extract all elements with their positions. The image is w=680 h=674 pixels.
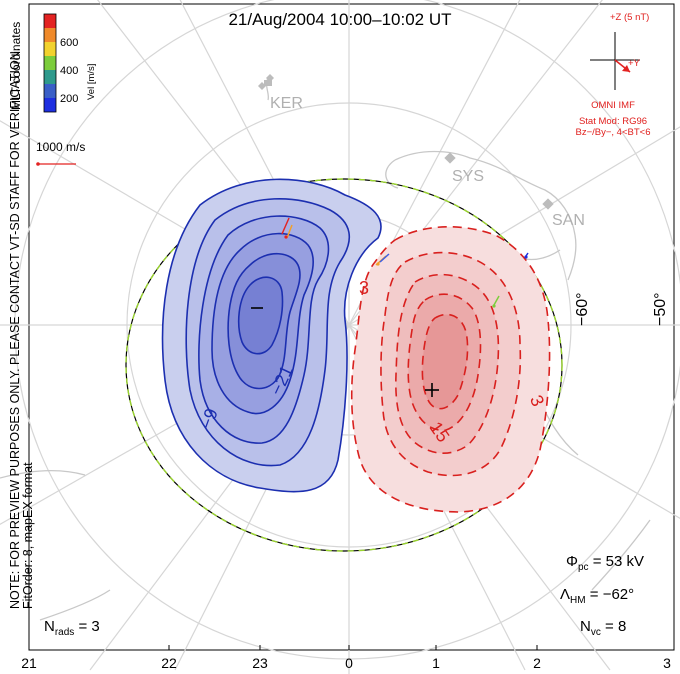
mlt-tick-23: 23 bbox=[252, 655, 268, 671]
nrads-value: = 3 bbox=[74, 618, 100, 635]
positive-cell bbox=[350, 226, 551, 513]
lambda-sub: HM bbox=[570, 595, 586, 606]
station-markers bbox=[258, 74, 554, 210]
nvc-count: Nvc = 8 bbox=[580, 618, 626, 638]
color-bar-swatch bbox=[44, 56, 56, 70]
latitude-label-50: −50° bbox=[652, 292, 669, 326]
plot-frame bbox=[28, 3, 675, 651]
color-bar-swatch bbox=[44, 14, 56, 28]
lambda-symbol: Λ bbox=[560, 586, 571, 603]
scale-tick-200: 200 bbox=[60, 93, 79, 105]
preview-note-line2: FitOrder: 8, mapEX format bbox=[21, 462, 35, 609]
color-bar bbox=[43, 13, 57, 113]
vector-scale-label: 1000 m/s bbox=[36, 140, 86, 154]
station-label-san: SAN bbox=[552, 212, 585, 229]
nrads-sub: rads bbox=[54, 627, 75, 638]
vector-scale-dot bbox=[36, 162, 40, 166]
negative-cell bbox=[161, 178, 382, 493]
imf-condition: Bz−/By−, 4<BT<6 bbox=[575, 127, 651, 138]
nvc-sub: vc bbox=[590, 627, 601, 638]
scale-tick-600: 600 bbox=[60, 37, 79, 49]
coordinates-label: MLT coordinates bbox=[9, 21, 23, 110]
lambda-value: = −62° bbox=[585, 586, 635, 603]
phi-symbol: Φ bbox=[566, 553, 578, 570]
latitude-label-60: −60° bbox=[574, 292, 591, 326]
nrads-count: Nrads = 3 bbox=[44, 618, 100, 638]
cross-polar-potential: Φpc = 53 kV bbox=[566, 553, 644, 573]
mlt-axis-ticks bbox=[28, 645, 675, 650]
station-label-ker: KER bbox=[270, 95, 303, 112]
color-bar-swatch bbox=[44, 84, 56, 98]
nvc-value: = 8 bbox=[600, 618, 627, 635]
preview-note: NOTE: FOR PREVIEW PURPOSES ONLY. PLEASE … bbox=[8, 48, 35, 609]
nvc-symbol: N bbox=[580, 618, 591, 635]
mlt-tick-2: 2 bbox=[533, 655, 541, 671]
phi-value: = 53 kV bbox=[588, 553, 644, 570]
nrads-symbol: N bbox=[44, 618, 55, 635]
station-label-sys: SYS bbox=[452, 168, 485, 185]
contour-label-pos3-upper: 3 bbox=[359, 278, 370, 298]
mlt-tick-3: 3 bbox=[663, 655, 671, 671]
color-bar-swatch bbox=[44, 70, 56, 84]
color-bar-swatch bbox=[44, 42, 56, 56]
scale-unit-label: Vel [m/s] bbox=[86, 63, 97, 100]
map-title: 21/Aug/2004 10:00–10:02 UT bbox=[228, 10, 452, 29]
hm-boundary-dash bbox=[125, 178, 563, 552]
imf-source: OMNI IMF bbox=[591, 100, 635, 111]
color-bar-swatch bbox=[44, 28, 56, 42]
mlt-tick-0: 0 bbox=[345, 655, 353, 671]
imf-arrowhead bbox=[622, 65, 630, 72]
mlt-tick-22: 22 bbox=[161, 655, 177, 671]
velocity-vectors bbox=[281, 217, 529, 308]
imf-model: Stat Mod: RG96 bbox=[578, 116, 648, 127]
imf-z-label: +Z (5 nT) bbox=[610, 12, 650, 23]
max-marker bbox=[425, 383, 439, 397]
mlt-tick-21: 21 bbox=[21, 655, 37, 671]
color-bar-border bbox=[43, 13, 57, 113]
mlt-tick-1: 1 bbox=[432, 655, 440, 671]
scale-tick-400: 400 bbox=[60, 65, 79, 77]
color-bar-swatch bbox=[44, 98, 56, 112]
hm-latitude: ΛHM = −62° bbox=[560, 586, 634, 606]
phi-sub: pc bbox=[577, 562, 589, 573]
imf-y-label: +Y bbox=[628, 58, 640, 69]
